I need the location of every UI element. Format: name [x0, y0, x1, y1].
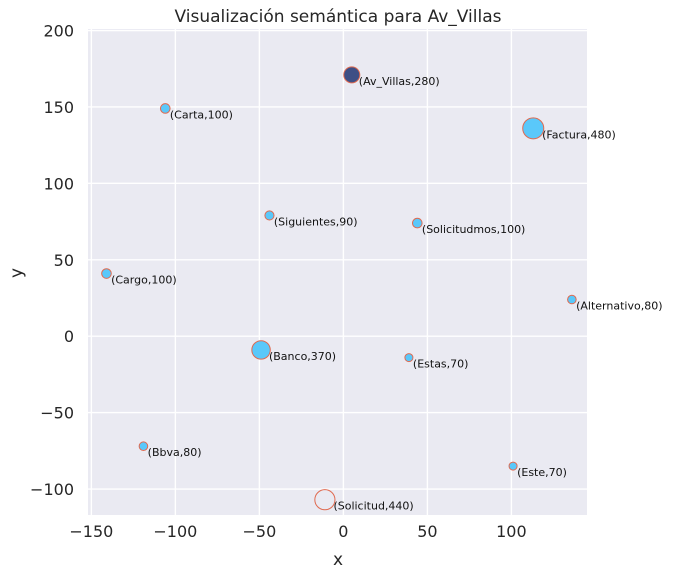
- y-tick-label: 50: [54, 251, 74, 270]
- y-tick-label: 0: [64, 327, 74, 346]
- data-points: [101, 66, 577, 511]
- y-axis-ticks: −100 −50 0 50 100 150 200: [30, 22, 74, 499]
- scatter-point-banco: [251, 340, 271, 360]
- scatter-point-estas: [404, 353, 414, 363]
- scatter-point-siguientes: [264, 210, 275, 221]
- x-tick-label: 100: [496, 522, 527, 541]
- x-tick-label: −50: [242, 522, 276, 541]
- point-label-alternativo: (Alternativo,80): [576, 300, 662, 313]
- point-label-av-villas: (Av_Villas,280): [359, 75, 440, 88]
- point-label-cargo: (Cargo,100): [111, 274, 177, 287]
- x-tick-label: 0: [338, 522, 348, 541]
- point-label-este: (Este,70): [517, 466, 567, 479]
- scatter-point-cargo: [101, 268, 112, 279]
- x-tick-label: 50: [417, 522, 437, 541]
- y-tick-label: 200: [43, 22, 74, 41]
- scatter-point-solicitudmos: [412, 217, 423, 229]
- x-axis-ticks: −150 −100 −50 0 50 100: [69, 522, 526, 541]
- plot-area: [88, 29, 587, 515]
- scatter-point-solicitud: [314, 489, 336, 511]
- data-labels: (Av_Villas,280) (Carta,100) (Factura,480) (…: [111, 75, 662, 513]
- y-tick-label: 100: [43, 174, 74, 193]
- y-tick-label: −50: [40, 404, 74, 423]
- point-label-estas: (Estas,70): [413, 358, 469, 371]
- scatter-point-bbva: [138, 441, 149, 452]
- point-label-carta: (Carta,100): [170, 108, 233, 121]
- scatter-point-este: [508, 461, 518, 471]
- grid-lines: [88, 29, 587, 515]
- point-label-factura: (Factura,480): [542, 128, 616, 141]
- x-tick-label: −100: [153, 522, 197, 541]
- y-axis-label: y: [7, 268, 27, 278]
- x-axis-label: x: [333, 550, 343, 570]
- point-label-solicitudmos: (Solicitudmos,100): [422, 223, 525, 236]
- y-tick-label: 150: [43, 98, 74, 117]
- scatter-point-alternativo: [567, 294, 577, 305]
- chart-title: Visualización semántica para Av_Villas: [174, 7, 501, 27]
- point-label-bbva: (Bbva,80): [148, 446, 202, 459]
- scatter-point-av-villas: [343, 66, 361, 84]
- point-label-siguientes: (Siguientes,90): [274, 215, 358, 228]
- point-label-solicitud: (Solicitud,440): [333, 500, 413, 513]
- scatter-point-carta: [159, 103, 171, 114]
- scatter-point-factura: [522, 117, 545, 140]
- y-tick-label: −100: [30, 480, 74, 499]
- x-tick-label: −150: [69, 522, 113, 541]
- point-label-banco: (Banco,370): [269, 350, 336, 363]
